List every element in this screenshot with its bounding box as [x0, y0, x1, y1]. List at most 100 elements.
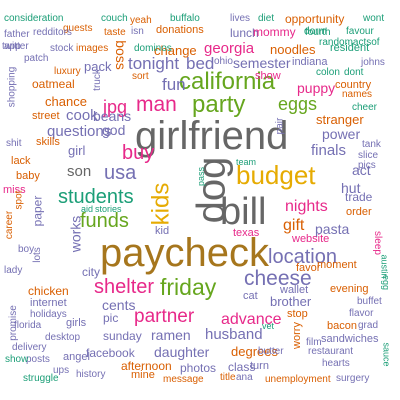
- word: johns: [361, 57, 385, 68]
- word: girls: [66, 317, 87, 329]
- word: gift: [283, 217, 305, 234]
- word: resident: [330, 42, 370, 54]
- word: hearts: [322, 358, 350, 369]
- word: power: [322, 126, 361, 142]
- word: turn: [250, 360, 269, 372]
- word: nights: [285, 198, 328, 215]
- word: georgia: [204, 40, 255, 57]
- word: cheer: [352, 102, 378, 113]
- word: internet: [30, 297, 67, 309]
- word: change: [154, 43, 197, 58]
- word: dominos: [134, 43, 172, 54]
- word: skills: [36, 136, 60, 148]
- word: fun: [162, 75, 186, 94]
- word: couch: [101, 13, 128, 24]
- word: texas: [233, 227, 260, 239]
- word: chance: [45, 94, 87, 109]
- word: afternoon: [121, 359, 172, 373]
- word: pasta: [315, 221, 350, 237]
- word: desktop: [45, 332, 81, 343]
- word: title: [220, 372, 236, 383]
- word: act: [352, 162, 371, 178]
- word: yeah: [130, 15, 152, 26]
- word: florida: [14, 320, 42, 331]
- word: spot: [13, 190, 25, 210]
- word: guests: [63, 23, 93, 34]
- word: mommy: [253, 25, 296, 39]
- word: girlfriend: [135, 114, 289, 158]
- word: struggle: [23, 373, 59, 384]
- word: cheese: [244, 267, 312, 290]
- word: sunday: [103, 329, 142, 343]
- word: luxury: [54, 66, 81, 77]
- word: husband: [205, 326, 263, 343]
- word: god: [102, 122, 126, 138]
- word: bed: [186, 54, 215, 73]
- word: usa: [104, 162, 137, 184]
- word: app: [4, 41, 21, 52]
- word: flavor: [349, 308, 374, 319]
- word: stranger: [316, 112, 364, 127]
- word: lunch: [230, 26, 259, 40]
- word: sort: [132, 71, 149, 82]
- word: career: [4, 210, 16, 240]
- word: favour: [346, 26, 374, 37]
- word: film: [306, 337, 322, 348]
- word: egg: [381, 274, 392, 291]
- word: kid: [155, 225, 170, 237]
- word: shopping: [6, 66, 18, 108]
- word: grad: [358, 320, 379, 331]
- word: opportunity: [285, 12, 345, 26]
- word: buffet: [357, 296, 382, 307]
- word: pack: [84, 59, 112, 74]
- word: city: [82, 265, 100, 279]
- word: brother: [270, 294, 312, 309]
- word: buy: [122, 142, 155, 164]
- word: pass: [196, 166, 207, 187]
- word: evening: [330, 283, 369, 295]
- word: pic: [103, 311, 119, 325]
- word: patch: [24, 53, 49, 64]
- word: baby: [16, 170, 40, 182]
- word: semester: [233, 55, 291, 71]
- word: kids: [147, 182, 175, 226]
- word: sandwiches: [321, 333, 379, 345]
- word: advance: [221, 311, 282, 328]
- word: holidays: [30, 309, 67, 320]
- word: angel: [63, 351, 90, 363]
- word: miss: [3, 184, 26, 196]
- word: shelter: [94, 276, 155, 298]
- word: stop: [287, 308, 308, 320]
- word: wallet: [280, 284, 309, 296]
- word: delivery: [12, 342, 47, 353]
- word: finals: [311, 142, 347, 159]
- word: cat: [243, 290, 258, 302]
- word: daughter: [154, 344, 210, 360]
- word: lack: [11, 155, 31, 167]
- word: hut: [341, 180, 361, 196]
- word: photos: [180, 361, 217, 375]
- word: website: [292, 233, 330, 245]
- word: twitter: [2, 41, 29, 52]
- word: fourth: [305, 27, 331, 38]
- word: stock: [50, 43, 74, 54]
- word: surgery: [336, 373, 370, 384]
- word: order: [346, 206, 372, 218]
- word: country: [335, 79, 372, 91]
- word: diet: [258, 13, 275, 24]
- word: show: [5, 354, 29, 365]
- word: paycheck: [100, 231, 269, 275]
- word: restaurant: [308, 346, 354, 357]
- word: oatmeal: [32, 77, 75, 91]
- word: stories: [95, 204, 122, 214]
- word: beans: [93, 108, 132, 124]
- word: students: [58, 186, 134, 208]
- word: slice: [358, 150, 379, 161]
- word: man: [136, 93, 177, 116]
- word: images: [76, 43, 109, 54]
- word: message: [163, 374, 204, 385]
- word: questions: [47, 123, 112, 140]
- word: cents: [102, 297, 136, 313]
- word: truck: [91, 69, 103, 91]
